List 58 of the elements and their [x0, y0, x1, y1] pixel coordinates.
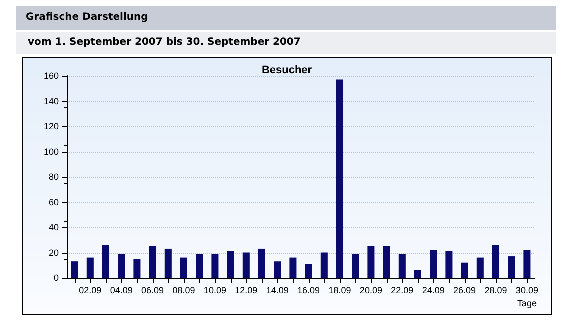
- chart-title: Besucher: [262, 64, 313, 76]
- x-tick-label: 24.09: [422, 286, 445, 296]
- bar: [320, 252, 328, 278]
- text: vom 1. September 2007 bis 30. September 2007: [16, 32, 556, 54]
- bar: [398, 254, 406, 278]
- bar: [352, 254, 360, 278]
- x-tick-label: 10.09: [204, 286, 226, 296]
- y-tick-label: 160: [44, 71, 59, 81]
- bar: [180, 258, 188, 278]
- bar: [134, 259, 141, 278]
- bar: [461, 262, 468, 278]
- x-tick-label: 12.09: [235, 286, 258, 296]
- x-tick-label: 06.09: [142, 286, 164, 296]
- x-tick-label: 16.09: [298, 286, 320, 296]
- bar: [71, 262, 78, 278]
- bar: [492, 245, 500, 278]
- x-tick-label: 28.09: [484, 286, 508, 296]
- bar: [149, 246, 156, 278]
- bar: [305, 264, 312, 278]
- x-tick-label: 22.09: [391, 286, 414, 296]
- x-tick-label: 02.09: [79, 286, 102, 296]
- bar: [212, 254, 219, 278]
- x-axis-title: Tage: [517, 298, 538, 308]
- bar: [476, 258, 484, 278]
- x-tick-label: 08.09: [172, 286, 196, 296]
- x-tick-label: 18.09: [328, 286, 352, 296]
- bar: [102, 245, 110, 278]
- bar: [274, 262, 282, 278]
- bar: [430, 250, 438, 278]
- x-tick-label: 04.09: [110, 286, 133, 296]
- bar: [164, 248, 172, 278]
- y-tick-label: 140: [44, 96, 59, 106]
- y-tick-label: 80: [48, 172, 59, 182]
- bar: [118, 254, 126, 278]
- x-tick-label: 14.09: [266, 286, 289, 296]
- x-tick-label: 20.09: [360, 286, 382, 296]
- bar: [227, 251, 234, 278]
- y-tick-label: 60: [48, 197, 59, 208]
- y-tick-label: 0: [54, 273, 59, 283]
- text: Grafische Darstellung: [16, 6, 556, 30]
- y-tick-label: 20: [48, 248, 59, 258]
- y-tick-label: 100: [44, 146, 59, 157]
- bar: [446, 251, 453, 278]
- bar: [524, 250, 531, 278]
- bar: [508, 256, 516, 278]
- bar: [86, 258, 94, 278]
- bar: [383, 246, 390, 278]
- bar: [368, 246, 375, 278]
- bar: [336, 80, 344, 278]
- x-tick-label: 30.09: [516, 286, 538, 296]
- y-tick-label: 120: [44, 122, 59, 132]
- bar: [258, 248, 266, 278]
- y-tick-label: 40: [48, 222, 59, 232]
- x-tick-label: 26.09: [454, 286, 476, 296]
- bar: [196, 254, 204, 278]
- bar: [290, 258, 297, 278]
- bar: [242, 252, 250, 278]
- bar: [414, 270, 422, 278]
